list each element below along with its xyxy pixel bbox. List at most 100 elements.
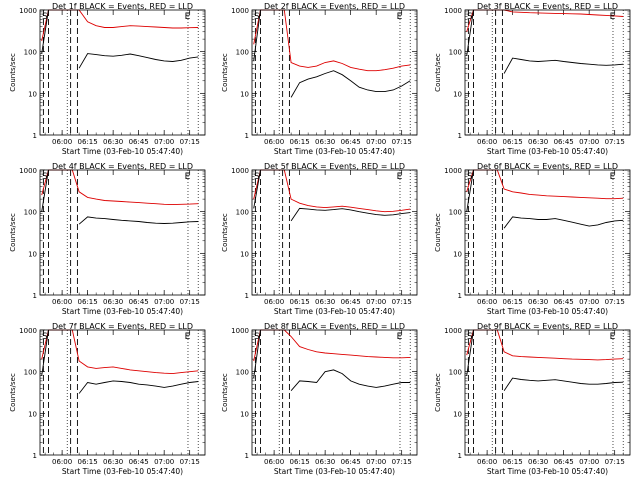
y-axis-label: Counts/sec	[221, 213, 229, 252]
detector-panel: Det 5f BLACK = Events, RED = LLD Counts/s…	[221, 162, 418, 316]
x-tick-label: 06:00	[264, 298, 284, 306]
y-axis-label: Counts/sec	[9, 213, 17, 252]
events-series-line	[253, 169, 261, 209]
x-tick-label: 06:15	[78, 138, 98, 146]
panel-title: Det 1f BLACK = Events, RED = LLD	[52, 2, 193, 11]
x-tick-label: 07:15	[392, 298, 412, 306]
detector-panel: Det 8f BLACK = Events, RED = LLD Counts/s…	[221, 322, 418, 476]
plot-frame	[251, 329, 418, 456]
end-marker-label: E	[397, 172, 403, 182]
panel-title: Det 4f BLACK = Events, RED = LLD	[52, 162, 193, 171]
x-tick-label: 06:00	[52, 298, 72, 306]
x-tick-label: 06:45	[341, 138, 361, 146]
x-tick-label: 06:00	[477, 458, 497, 466]
end-marker-label: E	[397, 12, 403, 22]
plot-frame	[39, 9, 206, 136]
y-tick-label: 10	[28, 90, 37, 98]
start-marker-label: S	[467, 332, 473, 342]
x-axis-label: Start Time (03-Feb-10 05:47:40)	[274, 307, 395, 316]
y-tick-label: 1000	[231, 327, 249, 335]
panel-title: Det 9f BLACK = Events, RED = LLD	[477, 322, 618, 331]
x-tick-label: 06:45	[554, 298, 574, 306]
x-axis-label: Start Time (03-Feb-10 05:47:40)	[487, 307, 608, 316]
events-series-line	[466, 169, 474, 212]
y-tick-label: 1000	[444, 327, 462, 335]
y-tick-label: 10	[453, 410, 462, 418]
y-axis-label: Counts/sec	[9, 373, 17, 412]
lld-series-line	[253, 169, 411, 213]
y-axis-label: Counts/sec	[434, 213, 442, 252]
y-tick-label: 1	[33, 292, 37, 300]
events-series-line	[290, 70, 411, 98]
y-tick-label: 1	[33, 452, 37, 460]
y-tick-label: 100	[24, 369, 37, 377]
y-tick-label: 10	[453, 250, 462, 258]
end-marker-label: E	[610, 12, 616, 22]
x-tick-label: 06:15	[503, 138, 523, 146]
lld-series-line	[466, 9, 624, 32]
x-tick-label: 06:30	[315, 458, 335, 466]
detector-panel: Det 2f BLACK = Events, RED = LLD Counts/s…	[221, 2, 418, 156]
y-tick-label: 1	[245, 132, 249, 140]
y-tick-label: 100	[236, 209, 249, 217]
y-axis-label: Counts/sec	[434, 373, 442, 412]
y-tick-label: 100	[24, 209, 37, 217]
start-marker-label: S	[42, 332, 48, 342]
detector-panel: Det 7f BLACK = Events, RED = LLD Counts/s…	[9, 322, 206, 476]
start-marker-label: S	[467, 12, 473, 22]
x-tick-label: 06:15	[78, 458, 98, 466]
x-axis-label: Start Time (03-Feb-10 05:47:40)	[274, 147, 395, 156]
y-tick-label: 10	[240, 410, 249, 418]
plot-frame	[464, 329, 631, 456]
y-tick-label: 100	[449, 369, 462, 377]
x-tick-label: 06:30	[528, 458, 548, 466]
y-axis-label: Counts/sec	[434, 53, 442, 92]
end-marker-label: E	[397, 332, 403, 342]
y-tick-label: 100	[236, 369, 249, 377]
y-tick-label: 1	[245, 452, 249, 460]
y-tick-label: 10	[240, 90, 249, 98]
y-tick-label: 1000	[444, 7, 462, 15]
x-tick-label: 06:45	[129, 298, 149, 306]
events-series-line	[78, 216, 199, 225]
x-tick-label: 06:00	[52, 138, 72, 146]
lld-series-line	[466, 169, 624, 200]
y-tick-label: 100	[236, 49, 249, 57]
y-tick-label: 10	[453, 90, 462, 98]
events-series-line	[503, 57, 624, 74]
y-tick-label: 100	[449, 49, 462, 57]
x-axis-label: Start Time (03-Feb-10 05:47:40)	[62, 307, 183, 316]
plot-frame	[251, 9, 418, 136]
x-tick-label: 07:15	[180, 458, 200, 466]
events-series-line	[41, 329, 49, 376]
x-tick-label: 07:15	[180, 138, 200, 146]
x-tick-label: 06:45	[341, 458, 361, 466]
panel-title: Det 6f BLACK = Events, RED = LLD	[477, 162, 618, 171]
x-tick-label: 06:30	[528, 138, 548, 146]
events-series-line	[253, 9, 261, 61]
x-tick-label: 07:00	[579, 298, 599, 306]
lld-series-line	[466, 329, 624, 361]
start-marker-label: S	[467, 172, 473, 182]
x-tick-label: 06:45	[129, 458, 149, 466]
y-tick-label: 10	[240, 250, 249, 258]
x-tick-label: 06:30	[315, 298, 335, 306]
x-tick-label: 07:00	[579, 458, 599, 466]
y-tick-label: 100	[449, 209, 462, 217]
x-tick-label: 06:30	[103, 138, 123, 146]
plot-frame	[39, 329, 206, 456]
x-tick-label: 07:15	[605, 138, 625, 146]
events-series-line	[78, 53, 199, 69]
y-tick-label: 1	[33, 132, 37, 140]
end-marker-label: E	[185, 12, 191, 22]
x-tick-label: 07:00	[154, 298, 174, 306]
x-tick-label: 06:30	[103, 458, 123, 466]
y-tick-label: 1000	[19, 167, 37, 175]
y-tick-label: 10	[28, 250, 37, 258]
x-tick-label: 07:00	[366, 138, 386, 146]
events-series-line	[466, 9, 474, 56]
start-marker-label: S	[42, 172, 48, 182]
x-tick-label: 06:15	[290, 298, 310, 306]
plot-frame	[464, 169, 631, 296]
x-tick-label: 06:30	[103, 298, 123, 306]
